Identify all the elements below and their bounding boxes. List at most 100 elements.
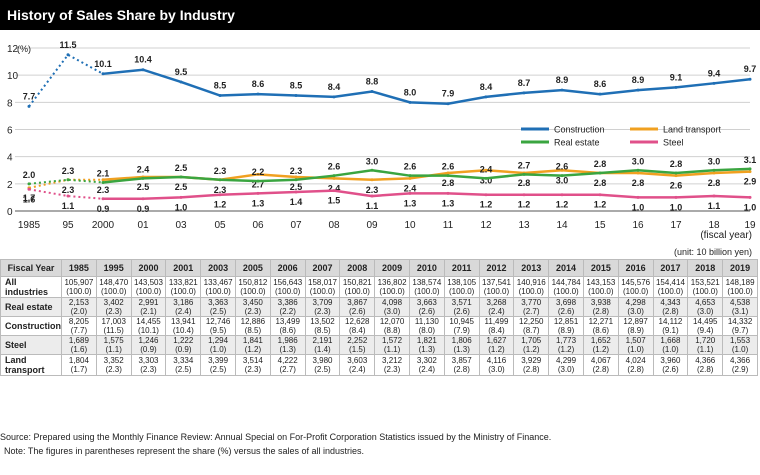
cell-share: (2.6) bbox=[557, 307, 575, 316]
legend-label: Construction bbox=[554, 125, 605, 135]
series-point bbox=[27, 182, 31, 186]
table-cell: 133,821 (100.0) bbox=[165, 276, 202, 298]
cell-share: (9.1) bbox=[662, 326, 679, 335]
data-label: 1.4 bbox=[290, 197, 303, 207]
data-label: 2.3 bbox=[290, 166, 303, 176]
series-point bbox=[674, 171, 678, 175]
table-cell: 12,070 (8.8) bbox=[374, 316, 410, 336]
cell-value: 137,541 bbox=[482, 278, 511, 287]
cell-value: 1,222 bbox=[173, 336, 194, 345]
table-cell: 105,907 (100.0) bbox=[61, 276, 97, 298]
cell-share: (1.3) bbox=[418, 345, 436, 354]
data-label: 2.5 bbox=[175, 163, 188, 173]
table-cell: 3,980 (2.5) bbox=[304, 354, 341, 376]
y-tick-label: 8 bbox=[7, 98, 13, 109]
cell-share: (100.0) bbox=[553, 287, 579, 296]
table-cell: 3,938 (2.8) bbox=[582, 297, 619, 317]
cell-value: 3,352 bbox=[103, 356, 124, 365]
data-label: 2.5 bbox=[175, 182, 188, 192]
table-cell: 3,386 (2.2) bbox=[269, 297, 306, 317]
table-cell: 4,098 (3.0) bbox=[374, 297, 410, 317]
cell-value: 11,130 bbox=[414, 317, 439, 326]
table-cell: 3,514 (2.3) bbox=[234, 354, 271, 376]
table-cell: 3,867 (2.6) bbox=[339, 297, 376, 317]
cell-share: (2.3) bbox=[383, 365, 401, 374]
data-label: 9.7 bbox=[744, 64, 757, 74]
data-label: 2.8 bbox=[670, 159, 683, 169]
series-line-dotted bbox=[28, 178, 104, 185]
table-cell: 14,332 (9.7) bbox=[722, 316, 758, 336]
cell-share: (1.3) bbox=[453, 345, 470, 354]
cell-value: 3,363 bbox=[208, 298, 229, 307]
legend-label: Real estate bbox=[554, 138, 600, 148]
cell-value: 1,841 bbox=[242, 336, 263, 345]
data-label: 2.4 bbox=[404, 183, 417, 193]
x-tick-label: 95 bbox=[62, 220, 74, 231]
table-cell: 3,663 (2.6) bbox=[408, 297, 445, 317]
cell-share: (1.2) bbox=[592, 345, 610, 354]
series-point bbox=[636, 88, 640, 92]
series-point bbox=[179, 175, 183, 179]
table-cell: 138,105 (100.0) bbox=[443, 276, 480, 298]
cell-value: 148,470 bbox=[99, 278, 129, 287]
series-point bbox=[484, 95, 488, 99]
table-cell: 3,186 (2.4) bbox=[165, 297, 202, 317]
cell-value: 156,643 bbox=[273, 278, 303, 287]
data-label: 2.8 bbox=[594, 159, 607, 169]
table-cell: 17,003 (11.5) bbox=[95, 316, 132, 336]
data-label: 3.0 bbox=[632, 156, 645, 166]
data-label: 2.3 bbox=[62, 166, 75, 176]
cell-share: (2.6) bbox=[662, 365, 679, 374]
table-cell: 4,299 (3.0) bbox=[548, 354, 584, 376]
series-point bbox=[408, 176, 412, 180]
data-label: 2.4 bbox=[480, 164, 493, 174]
cell-share: (2.3) bbox=[244, 307, 262, 316]
series-point bbox=[446, 174, 450, 178]
cell-share: (2.6) bbox=[349, 307, 366, 316]
table-cell: 3,960 (2.6) bbox=[652, 354, 689, 376]
cell-share: (100.0) bbox=[344, 287, 370, 296]
series-point bbox=[294, 94, 298, 98]
table-cell: 4,653 (3.0) bbox=[687, 297, 724, 317]
series-point bbox=[446, 191, 450, 195]
table-cell: 2,153 (2.0) bbox=[61, 297, 97, 317]
table-cell: 4,222 (2.7) bbox=[269, 354, 306, 376]
table-cell: 150,812 (100.0) bbox=[234, 276, 271, 298]
cell-value: 105,907 bbox=[64, 278, 94, 287]
cell-value: 136,802 bbox=[377, 278, 407, 287]
cell-value: 150,812 bbox=[238, 278, 268, 287]
table-cell: 3,363 (2.5) bbox=[200, 297, 236, 317]
cell-share: (1.3) bbox=[279, 345, 296, 354]
cell-value: 12,271 bbox=[588, 317, 614, 326]
table-year-header: 2000 bbox=[130, 259, 167, 277]
cell-share: (2.8) bbox=[697, 365, 714, 374]
data-table: Fiscal Year 1985 1995 2000 2001 2003 2005 2006 2… bbox=[0, 259, 758, 376]
data-label: 3.0 bbox=[366, 156, 379, 166]
series-point bbox=[748, 167, 752, 171]
cell-share: (1.1) bbox=[105, 345, 122, 354]
series-point bbox=[370, 194, 374, 198]
cell-share: (1.0) bbox=[731, 345, 749, 354]
cell-share: (100.0) bbox=[240, 287, 266, 296]
cell-share: (2.3) bbox=[140, 365, 157, 374]
cell-share: (3.0) bbox=[697, 307, 714, 316]
x-axis-label: (fiscal year) bbox=[700, 230, 752, 241]
table-cell: 12,886 (8.5) bbox=[234, 316, 271, 336]
series-point bbox=[636, 171, 640, 175]
cell-value: 1,652 bbox=[590, 336, 611, 345]
table-cell: 2,191 (1.4) bbox=[304, 335, 341, 355]
table-cell: 154,414 (100.0) bbox=[652, 276, 689, 298]
data-label: 2.1 bbox=[97, 168, 110, 178]
data-label: 3.0 bbox=[708, 156, 721, 166]
series-line bbox=[102, 167, 751, 184]
table-year-header: 2010 bbox=[408, 259, 445, 277]
table-cell: 148,470 (100.0) bbox=[95, 276, 132, 298]
table-cell: 1,773 (1.2) bbox=[548, 335, 584, 355]
cell-value: 1,572 bbox=[382, 336, 403, 345]
cell-share: (8.9) bbox=[627, 326, 644, 335]
table-year-header: 2007 bbox=[304, 259, 341, 277]
table-year-header: 2001 bbox=[165, 259, 202, 277]
cell-share: (3.1) bbox=[731, 307, 749, 316]
cell-share: (1.4) bbox=[314, 345, 331, 354]
cell-value: 14,495 bbox=[693, 317, 718, 326]
